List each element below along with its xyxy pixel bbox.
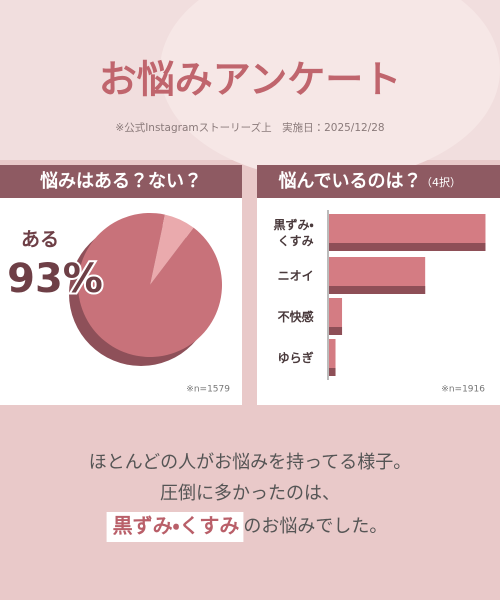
category-label: 不快感 xyxy=(277,309,314,324)
sample-note: ※n=1579 xyxy=(186,385,230,395)
header-decoration xyxy=(160,0,500,180)
panel-header xyxy=(257,165,500,198)
highlight-background xyxy=(106,512,244,542)
bar xyxy=(329,298,343,335)
bar-shadow xyxy=(329,368,336,376)
slice-value-label: 93% xyxy=(7,256,103,302)
panel-header xyxy=(0,165,242,198)
footer-line: 圧倒に多かったのは、 xyxy=(160,483,340,504)
pie-slice xyxy=(150,214,194,285)
bar-title: 悩んでいるのは？ xyxy=(278,170,421,192)
footer-highlight: 黒ずみ・くすみ xyxy=(113,514,240,538)
category-label: ゆらぎ xyxy=(277,350,314,365)
bar-shadow xyxy=(329,327,343,335)
category-label: ニオイ xyxy=(277,268,314,283)
bar-subtitle: （4択） xyxy=(421,175,461,189)
bar xyxy=(329,339,336,376)
slice-category: ある xyxy=(21,229,59,251)
bar-shadow xyxy=(329,243,486,251)
category-label: 黒ずみ・くすみ xyxy=(273,217,314,248)
bar-shadow xyxy=(329,286,426,294)
title: お悩みアンケート xyxy=(99,58,401,102)
sample-note: ※n=1916 xyxy=(441,385,485,395)
footer-line: のお悩みでした。 xyxy=(243,516,387,537)
footer-line: ほとんどの人がお悩みを持ってる様子。 xyxy=(89,452,412,473)
pie-title: 悩みはある？ない？ xyxy=(40,170,202,192)
survey-note: ※公式Instagramストーリーズ上 実施日：2025/12/28 xyxy=(115,121,384,134)
